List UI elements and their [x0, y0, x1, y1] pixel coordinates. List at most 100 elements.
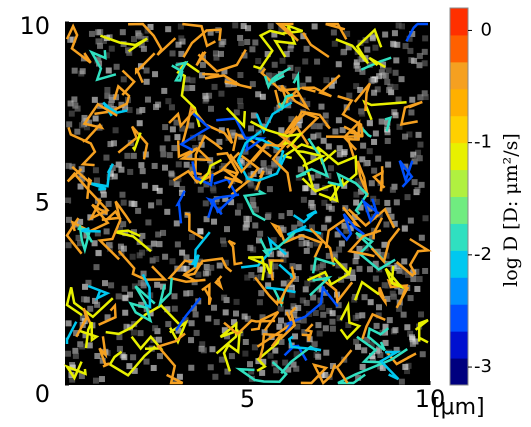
image-pixel	[93, 177, 100, 184]
image-pixel	[320, 137, 327, 144]
image-pixel	[120, 221, 127, 228]
image-pixel	[249, 197, 256, 204]
image-pixel	[411, 179, 418, 186]
image-pixel	[271, 31, 278, 38]
image-pixel	[323, 77, 330, 84]
image-pixel	[189, 77, 196, 84]
trajectory	[167, 259, 206, 283]
image-pixel	[341, 263, 348, 270]
image-pixel	[222, 259, 229, 266]
trajectory	[247, 255, 273, 281]
image-pixel	[317, 232, 324, 239]
trajectory	[197, 48, 247, 73]
image-pixel	[383, 221, 390, 228]
image-pixel	[104, 314, 111, 321]
image-pixel	[171, 305, 178, 312]
trajectory	[87, 163, 115, 191]
image-pixel	[302, 58, 309, 65]
image-pixel	[329, 325, 336, 332]
image-pixel	[310, 133, 317, 140]
image-pixel	[312, 309, 319, 316]
image-pixel	[205, 315, 212, 322]
image-pixel	[77, 240, 84, 247]
image-pixel	[183, 85, 190, 92]
image-pixel	[305, 76, 312, 83]
image-pixel	[258, 273, 265, 280]
image-pixel	[92, 377, 99, 384]
colorbar-label: log D [D: μm²/s]	[500, 133, 522, 287]
image-pixel	[209, 346, 216, 353]
image-pixel	[213, 319, 220, 326]
image-pixel	[136, 120, 143, 127]
image-pixel	[409, 334, 416, 341]
image-pixel	[373, 322, 380, 329]
image-pixel	[162, 164, 169, 171]
image-pixel	[287, 46, 294, 53]
image-pixel	[387, 83, 394, 90]
colorbar-band	[450, 142, 468, 171]
image-pixel	[190, 305, 197, 312]
image-pixel	[173, 181, 180, 188]
colorbar-band	[450, 196, 468, 224]
image-pixel	[79, 314, 86, 321]
image-pixel	[200, 347, 207, 354]
image-pixel	[112, 127, 119, 134]
image-pixel	[398, 288, 405, 295]
image-pixel	[347, 225, 354, 232]
image-pixel	[321, 199, 328, 206]
image-pixel	[241, 52, 248, 59]
image-pixel	[415, 149, 422, 156]
image-pixel	[162, 253, 169, 260]
trajectory	[266, 286, 296, 294]
image-pixel	[304, 280, 311, 287]
image-pixel	[391, 109, 398, 116]
image-pixel	[257, 230, 264, 237]
image-pixel	[221, 241, 228, 248]
image-pixel	[122, 295, 129, 302]
image-pixel	[396, 123, 403, 130]
image-pixel	[216, 138, 223, 145]
image-pixel	[310, 154, 317, 161]
image-pixel	[393, 199, 400, 206]
image-pixel	[180, 265, 187, 272]
image-pixel	[392, 327, 399, 334]
trajectory	[309, 227, 336, 267]
image-pixel	[381, 241, 388, 248]
trajectory	[353, 280, 380, 301]
trajectory	[366, 326, 390, 352]
image-pixel	[72, 352, 79, 359]
image-pixel	[128, 200, 135, 207]
image-pixel	[87, 305, 94, 312]
image-pixel	[82, 283, 89, 290]
image-pixel	[385, 161, 392, 168]
image-pixel	[357, 188, 364, 195]
image-pixel	[343, 227, 350, 234]
image-pixel	[414, 187, 421, 194]
image-pixel	[310, 189, 317, 196]
image-pixel	[322, 112, 329, 119]
image-pixel	[71, 67, 78, 74]
trajectory	[101, 209, 122, 223]
image-pixel	[212, 373, 219, 380]
image-pixel	[122, 104, 129, 111]
trajectory	[275, 22, 299, 42]
image-pixel	[255, 237, 262, 244]
trajectory	[97, 200, 132, 261]
image-pixel	[189, 84, 196, 91]
image-pixel	[384, 78, 391, 85]
image-pixel	[299, 297, 306, 304]
trajectory	[178, 110, 211, 152]
trajectory	[399, 100, 423, 126]
trajectory	[356, 160, 370, 198]
image-pixel	[353, 62, 360, 69]
image-pixel	[80, 296, 87, 303]
image-pixel	[422, 267, 429, 274]
image-pixel	[92, 297, 99, 304]
trajectory	[286, 224, 322, 236]
image-pixel	[379, 364, 386, 371]
colorbar-tick-label: -2	[474, 244, 492, 265]
image-pixel	[325, 215, 332, 222]
image-pixel	[365, 206, 372, 213]
image-pixel	[264, 51, 271, 58]
image-pixel	[179, 249, 186, 256]
